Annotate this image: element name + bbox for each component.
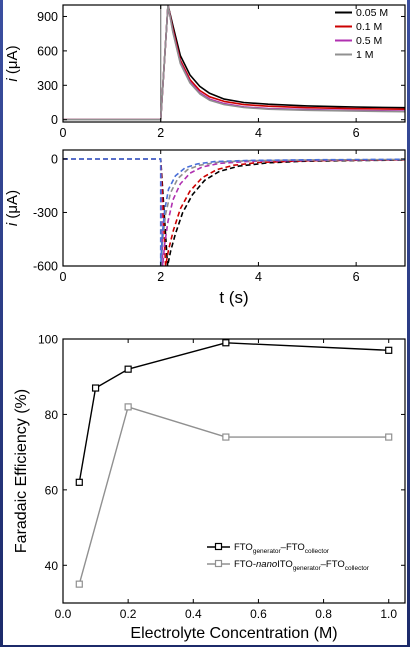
x-tick-label: 0.6 [250, 607, 267, 621]
y-axis-label: Faradaic Efficiency (%) [13, 389, 30, 553]
y-tick-label: 100 [38, 333, 58, 347]
data-marker [222, 433, 230, 441]
legend-mid: –FTO [281, 542, 305, 553]
data-marker [75, 580, 83, 588]
plot-frame [62, 338, 406, 604]
series-group [63, 158, 405, 266]
x-tick-label: 0 [60, 126, 67, 140]
y-tick-label: 600 [37, 44, 58, 58]
x-axis-label: t (s) [219, 288, 248, 307]
y-tick-label: 60 [45, 483, 59, 497]
series-line-3 [63, 5, 405, 121]
y-tick-label: -300 [33, 206, 58, 220]
legend-subscript: collector [345, 565, 370, 572]
series-line-1 [63, 5, 405, 121]
x-tick-label: 0 [60, 270, 67, 284]
legend-label: 0.1 M [356, 21, 382, 33]
series-line-3 [63, 158, 405, 266]
chart-bottom: 0.0 0.2 0.4 0.6 0.8 1.0 40 60 80 100 Faradaic Effi… [13, 333, 406, 642]
y-tick-label: 0 [51, 113, 58, 127]
legend-italic: nano [256, 559, 277, 570]
y-axis-label-unit: (μA) [4, 190, 21, 219]
y-tick-label: -600 [33, 260, 58, 274]
x-axis-label: Electrolyte Concentration (M) [130, 625, 337, 642]
legend-label: 0.05 M [356, 7, 388, 19]
data-marker [222, 339, 230, 347]
plot-frame [62, 4, 406, 123]
chart-middle: 0 2 4 6 0 -300 -600 i (μA) t (s) [4, 149, 406, 307]
data-marker [124, 365, 132, 373]
x-tick-label: 0.2 [120, 607, 137, 621]
data-marker [91, 384, 100, 392]
legend-mid: –FTO [321, 559, 345, 570]
legend: FTOgenerator–FTOcollectorFTO-nanoITOgene… [207, 542, 370, 572]
y-axis-label-unit: (μA) [4, 45, 21, 74]
x-tick-label: 6 [353, 126, 360, 140]
y-tick-label: 40 [45, 559, 59, 573]
data-marker [385, 433, 393, 441]
series-line-4 [63, 158, 405, 266]
legend-mid: ITO [277, 559, 293, 570]
x-tick-label: 4 [255, 126, 262, 140]
x-tick-label: 4 [255, 270, 262, 284]
legend-label: 0.5 M [356, 35, 382, 47]
data-marker [75, 478, 83, 486]
plot-frame [62, 149, 406, 267]
x-tick-label: 2 [157, 270, 164, 284]
x-tick-label: 1.0 [380, 607, 397, 621]
x-tick-label: 6 [353, 270, 360, 284]
legend-prefix: FTO- [234, 559, 256, 570]
chart-top: 0 2 4 6 0 300 600 900 i (μA) 0.05 M 0.1 M 0.5 M 1 M [4, 4, 406, 140]
series-group [63, 5, 405, 122]
legend-subscript: collector [305, 548, 330, 555]
legend-prefix: FTO [234, 542, 253, 553]
y-axis-label-var: i [4, 74, 21, 82]
data-marker [385, 346, 393, 354]
y-tick-label: 0 [51, 152, 58, 166]
x-tick-label: 0.4 [185, 607, 202, 621]
x-tick-label: 0.8 [315, 607, 332, 621]
series-line-2 [63, 158, 405, 266]
legend-label: FTO-nanoITOgenerator–FTOcollector [234, 559, 370, 572]
legend-subscript: generator [293, 565, 322, 572]
y-tick-label: 80 [45, 408, 59, 422]
legend-label: 1 M [356, 49, 374, 61]
y-axis-label: i (μA) [4, 190, 21, 226]
series-line-1 [63, 158, 405, 266]
y-axis-label: i (μA) [4, 45, 21, 81]
series-line-1 [78, 406, 389, 585]
y-tick-label: 900 [37, 10, 58, 24]
series-line-0 [78, 342, 389, 483]
legend-label: FTOgenerator–FTOcollector [234, 542, 330, 555]
x-tick-label: 0.0 [55, 607, 72, 621]
data-marker [124, 403, 132, 411]
series-line-0 [63, 158, 405, 266]
legend: 0.05 M 0.1 M 0.5 M 1 M [335, 7, 388, 61]
legend-swatch-marker [214, 542, 223, 551]
legend-subscript: generator [253, 548, 282, 555]
x-tick-label: 2 [157, 126, 164, 140]
legend-swatch-marker [214, 559, 223, 568]
y-axis-label-var: i [4, 219, 21, 227]
y-tick-label: 300 [37, 79, 58, 93]
